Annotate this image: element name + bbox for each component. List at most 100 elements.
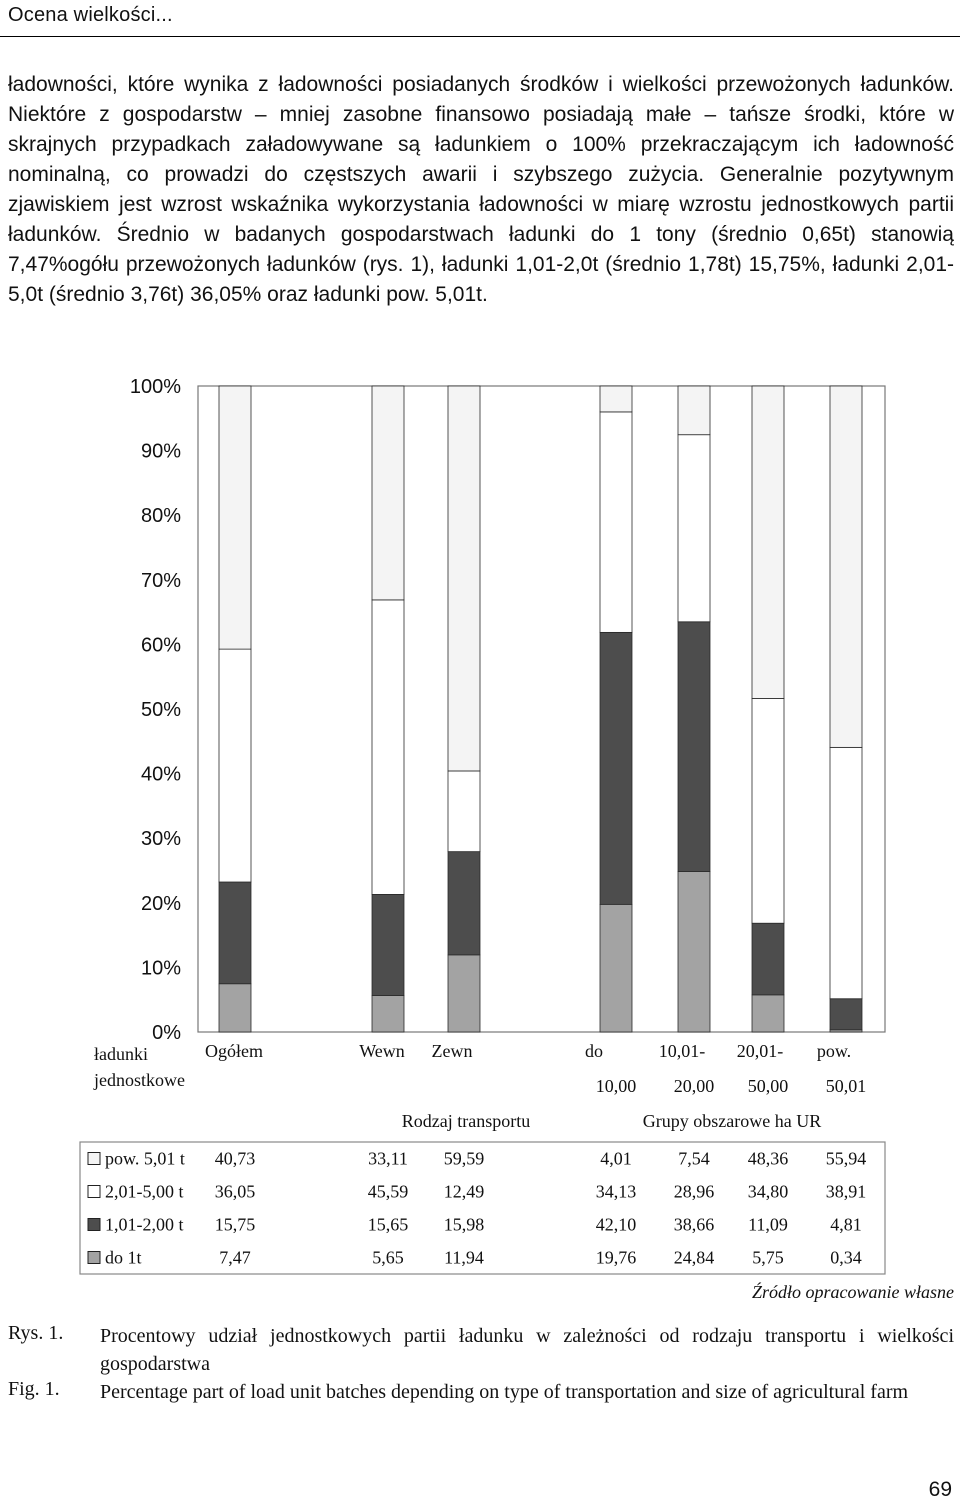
- stacked-bar-chart: 0% 10% 20% 30% 40% 50% 60% 70% 80% 90% 100% ładunki…: [79, 376, 886, 1275]
- data-table: [79, 1141, 886, 1275]
- y-tick-label: 10%: [141, 957, 181, 979]
- table-value: 11,94: [444, 1248, 484, 1268]
- table-value: 59,59: [444, 1149, 485, 1169]
- legend-swatch: [87, 1152, 101, 1165]
- table-value: 4,81: [830, 1215, 862, 1235]
- bar-segment: [599, 631, 633, 905]
- y-tick-label: 80%: [141, 505, 181, 527]
- bar-segment: [829, 385, 863, 748]
- bar-segment: [829, 746, 863, 1000]
- source-note: Źródło opracowanie własne: [751, 1282, 954, 1302]
- bar-segment: [751, 698, 785, 924]
- header-rule: [0, 36, 960, 37]
- legend-label: 2,01-5,00 t: [105, 1182, 184, 1202]
- category-label: Ogółem: [205, 1041, 263, 1061]
- table-value: 38,66: [674, 1215, 715, 1235]
- table-value: 15,65: [368, 1215, 409, 1235]
- bar-segment: [218, 983, 252, 1033]
- table-value: 4,01: [600, 1149, 632, 1169]
- category-label: 10,00: [596, 1076, 637, 1096]
- category-label: do: [585, 1041, 603, 1061]
- bar-segment: [447, 770, 481, 853]
- table-value: 33,11: [368, 1149, 408, 1169]
- legend-label: pow. 5,01 t: [105, 1149, 185, 1169]
- legend-label: 1,01-2,00 t: [105, 1215, 184, 1235]
- bar-segment: [677, 434, 711, 623]
- y-tick-label: 20%: [141, 893, 181, 915]
- running-title: Ocena wielkości...: [8, 4, 173, 26]
- bar-segment: [371, 995, 405, 1033]
- y-tick-label: 60%: [141, 634, 181, 656]
- table-value: 36,05: [215, 1182, 256, 1202]
- legend-swatch: [87, 1185, 101, 1198]
- category-label: 20,01-: [737, 1041, 784, 1061]
- y-tick-label: 50%: [141, 699, 181, 721]
- legend-swatch: [87, 1251, 101, 1264]
- bar-segment: [599, 903, 633, 1033]
- body-paragraph: ładowności, które wynika z ładowności po…: [8, 73, 954, 306]
- table-value: 5,75: [752, 1248, 784, 1268]
- table-value: 5,65: [372, 1248, 404, 1268]
- category-label: 50,00: [748, 1076, 789, 1096]
- caption-label-pl: Rys. 1.: [8, 1322, 64, 1344]
- category-label: Wewn: [359, 1041, 405, 1061]
- bar-segment: [447, 385, 481, 772]
- table-value: 7,47: [219, 1248, 251, 1268]
- y-tick-label: 70%: [141, 570, 181, 592]
- y-tick-label: 90%: [141, 441, 181, 463]
- bar-segment: [599, 411, 633, 633]
- bar-segment: [371, 599, 405, 895]
- y-tick-label: 30%: [141, 828, 181, 850]
- table-value: 19,76: [596, 1248, 637, 1268]
- bar-segment: [371, 894, 405, 996]
- bar-segment: [371, 385, 405, 601]
- table-value: 15,98: [444, 1215, 485, 1235]
- table-value: 40,73: [215, 1149, 256, 1169]
- bar-segment: [751, 994, 785, 1033]
- bar-segment: [751, 385, 785, 699]
- table-value: 15,75: [215, 1215, 256, 1235]
- table-value: 12,49: [444, 1182, 485, 1202]
- legend-swatch: [87, 1218, 101, 1231]
- table-value: 48,36: [748, 1149, 789, 1169]
- table-value: 45,59: [368, 1182, 409, 1202]
- caption-text-pl: Procentowy udział jednostkowych partii ł…: [100, 1325, 954, 1375]
- bar-segment: [218, 648, 252, 883]
- bar-segment: [677, 871, 711, 1033]
- category-label: Zewn: [432, 1041, 473, 1061]
- group-label: Rodzaj transportu: [402, 1111, 530, 1131]
- category-label: pow.: [817, 1041, 851, 1061]
- axis-title: jednostkowe: [93, 1070, 185, 1090]
- bar-segment: [677, 385, 711, 436]
- group-label: Grupy obszarowe ha UR: [643, 1111, 821, 1131]
- bar-segment: [751, 922, 785, 996]
- table-value: 34,80: [748, 1182, 789, 1202]
- table-value: 55,94: [826, 1149, 867, 1169]
- table-value: 24,84: [674, 1248, 715, 1268]
- bar-segment: [447, 851, 481, 956]
- table-value: 7,54: [678, 1149, 710, 1169]
- y-tick-label: 40%: [141, 764, 181, 786]
- legend-label: do 1t: [105, 1248, 142, 1268]
- table-value: 38,91: [826, 1182, 867, 1202]
- bar-segment: [447, 954, 481, 1033]
- table-value: 11,09: [748, 1215, 788, 1235]
- bar-segment: [677, 621, 711, 872]
- page-number: 69: [928, 1478, 952, 1501]
- bar-segment: [829, 998, 863, 1031]
- category-label: 20,00: [674, 1076, 715, 1096]
- category-label: 10,01-: [659, 1041, 706, 1061]
- caption-label-en: Fig. 1.: [8, 1378, 60, 1400]
- y-tick-label: 100%: [130, 376, 181, 398]
- table-value: 0,34: [830, 1248, 862, 1268]
- category-label: 50,01: [826, 1076, 867, 1096]
- bar-segment: [218, 881, 252, 985]
- bar-segment: [599, 385, 633, 413]
- table-value: 34,13: [596, 1182, 637, 1202]
- table-value: 28,96: [674, 1182, 715, 1202]
- axis-title: ładunki: [94, 1044, 148, 1064]
- bar-segment: [218, 385, 252, 650]
- y-tick-label: 0%: [152, 1022, 181, 1044]
- body-text: ładowności, które wynika z ładowności po…: [8, 70, 954, 310]
- table-value: 42,10: [596, 1215, 637, 1235]
